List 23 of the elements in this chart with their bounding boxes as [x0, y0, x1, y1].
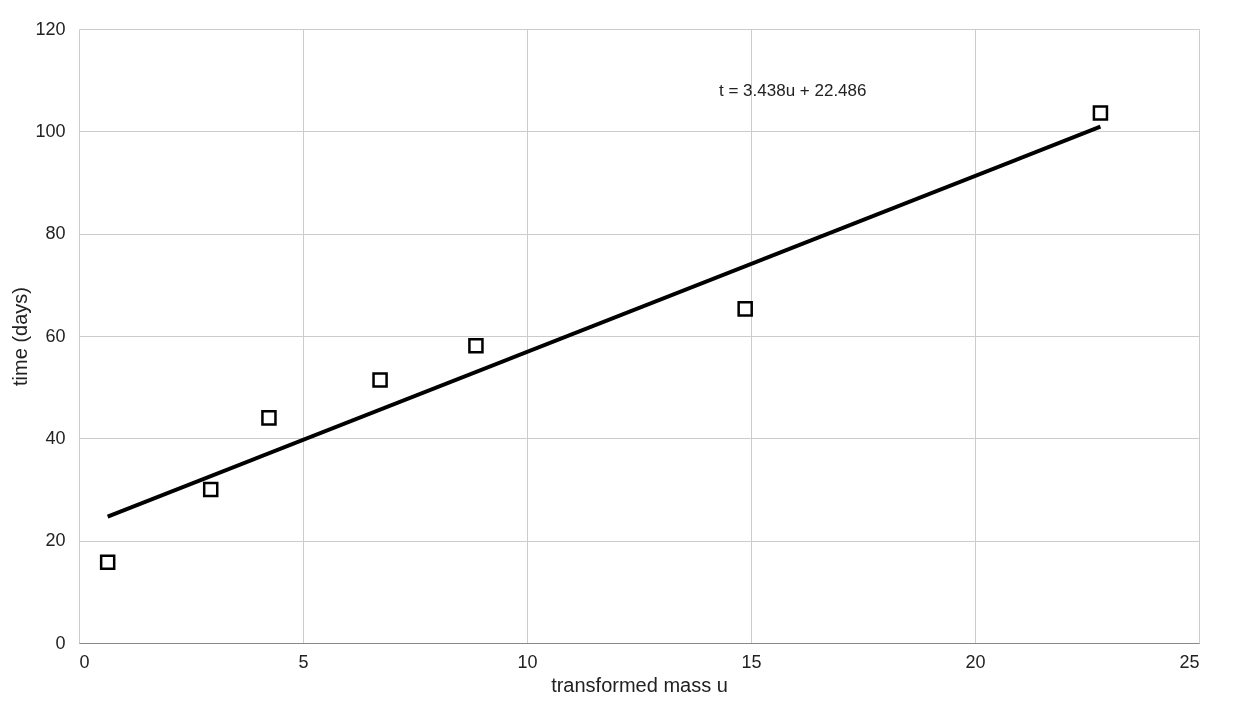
point — [468, 337, 484, 354]
y-tick-label: 60 — [45, 325, 66, 346]
y-tick-label: 40 — [45, 427, 66, 448]
point — [261, 410, 277, 426]
y-tick-label: 100 — [35, 120, 66, 141]
x-tick-label: 20 — [965, 651, 986, 672]
x-tick-label: 15 — [741, 651, 762, 672]
y-axis-title: time (days) — [9, 287, 32, 386]
y-tick-label: 80 — [45, 223, 66, 244]
point — [372, 372, 388, 388]
x-tick-label: 25 — [1179, 651, 1200, 672]
y-tick-label: 120 — [35, 18, 66, 39]
x-tick-label: 5 — [298, 651, 309, 672]
point — [99, 554, 116, 570]
point — [737, 301, 753, 317]
x-axis-title: transformed mass u — [551, 673, 728, 696]
annotation: t = 3.438u + 22.486 — [719, 81, 867, 100]
x-tick-label: 10 — [517, 651, 538, 672]
point — [1092, 105, 1109, 121]
point — [202, 481, 219, 498]
x-tick-label: 0 — [79, 651, 90, 672]
y-tick-label: 20 — [45, 530, 66, 551]
y-tick-label: 0 — [55, 632, 66, 653]
